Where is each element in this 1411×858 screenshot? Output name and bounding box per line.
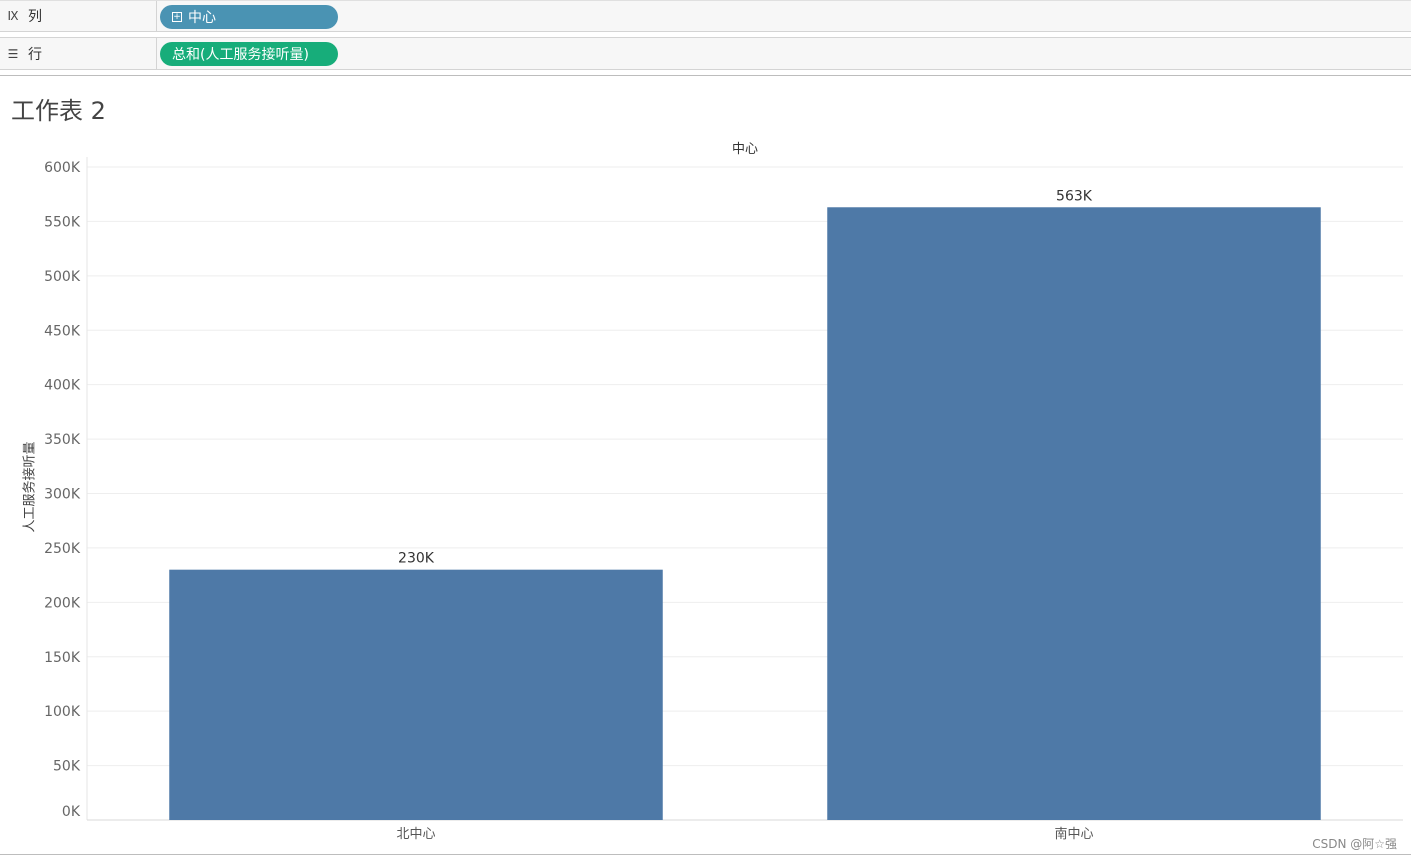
column-pill-text: 中心 [188,10,216,26]
expand-icon[interactable]: + [172,12,182,22]
y-tick-label: 100K [44,704,81,720]
rows-icon: ☰ [7,46,19,61]
columns-shelf: Ⅸ 列 + 中心 [0,0,1411,32]
y-tick-label: 0K [62,804,81,820]
bar [827,207,1321,821]
y-tick-label: 200K [44,595,81,611]
columns-label-text: 列 [28,9,42,25]
columns-icon: Ⅸ [7,9,19,23]
y-tick-label: 500K [44,269,81,285]
x-tick-label: 北中心 [396,827,435,842]
row-pill-measure[interactable]: 总和(人工服务接听量) [160,42,338,66]
rows-shelf-label: ☰ 行 [0,38,157,69]
y-tick-label: 600K [44,160,81,176]
column-pill-center[interactable]: + 中心 [160,5,338,29]
bar [169,569,663,820]
y-tick-label: 350K [44,432,81,448]
y-tick-label: 550K [44,214,81,230]
y-tick-label: 150K [44,650,81,666]
y-tick-label: 400K [44,378,81,394]
y-tick-label: 250K [44,541,81,557]
footer-divider [0,854,1411,855]
y-tick-label: 300K [44,487,81,503]
chart-header-title: 中心 [731,142,759,157]
rows-shelf: ☰ 行 总和(人工服务接听量) [0,37,1411,70]
x-tick-label: 南中心 [1054,826,1093,842]
watermark: CSDN @阿☆强 [1312,837,1397,851]
sheet-title: 工作表 2 [11,97,106,125]
rows-label-text: 行 [28,46,42,63]
row-pill-text: 总和(人工服务接听量) [172,47,309,63]
y-tick-label: 450K [44,323,81,339]
y-tick-label: 50K [53,759,81,775]
columns-shelf-label: Ⅸ 列 [0,1,157,31]
divider [0,75,1411,76]
data-label: 230K [398,551,435,567]
data-label: 563K [1056,188,1093,204]
shelf-gap [0,32,1411,37]
